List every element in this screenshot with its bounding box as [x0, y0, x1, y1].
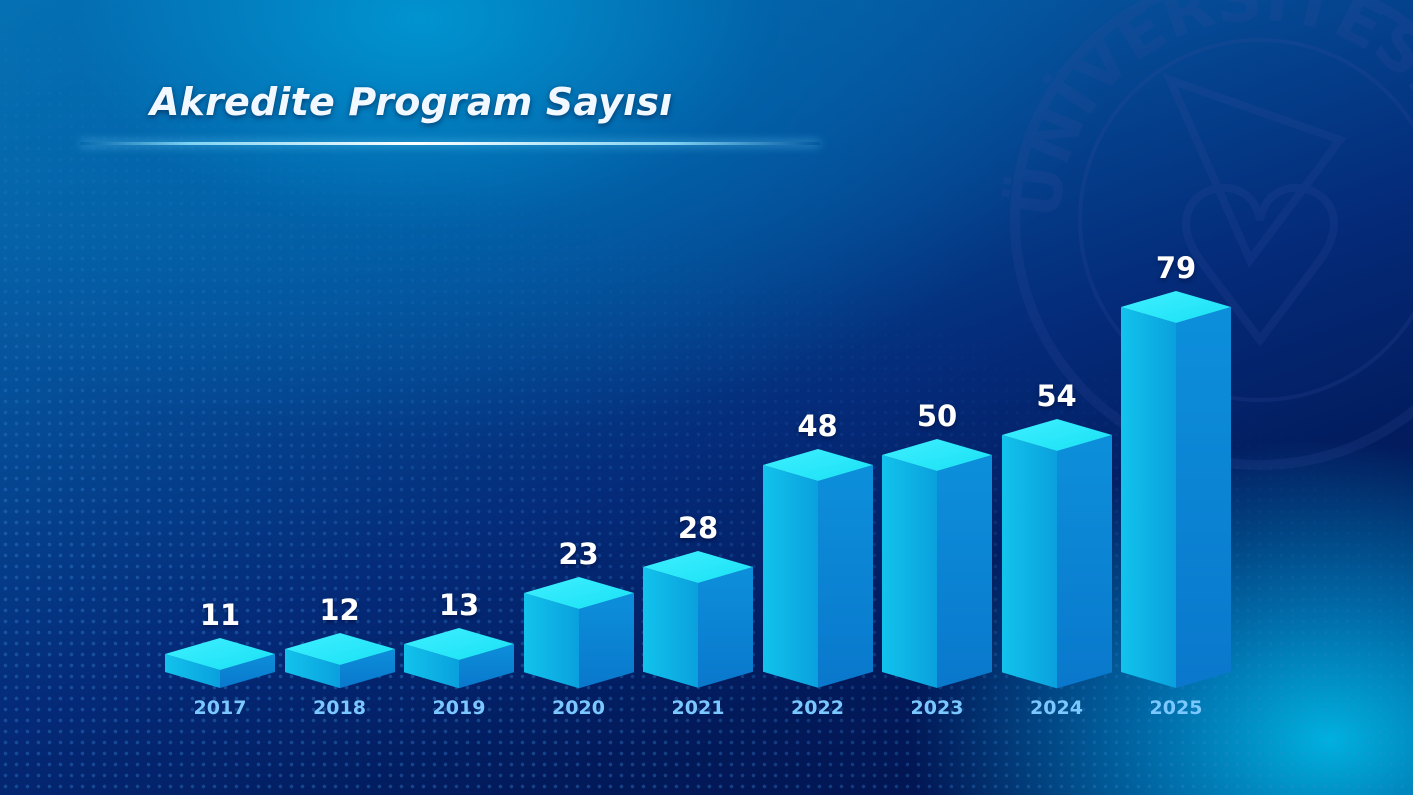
value-label-2024: 54 [1036, 378, 1077, 413]
value-label-2025: 79 [1155, 251, 1197, 285]
year-label-2020: 2020 [552, 697, 605, 719]
bar-2024 [1001, 418, 1112, 688]
year-label-2024: 2024 [1030, 697, 1083, 719]
value-label-2020: 23 [558, 536, 599, 571]
bar-2018 [284, 632, 395, 688]
bar-2022 [762, 449, 873, 688]
year-label-2019: 2019 [432, 697, 486, 719]
bar-2023 [882, 438, 992, 688]
bar-2019 [404, 627, 514, 688]
slide-title: Akredite Program Sayısı [150, 80, 673, 124]
year-label-2022: 2022 [791, 697, 844, 719]
title-underline-glow [80, 142, 820, 145]
year-label-2021: 2021 [671, 697, 725, 719]
value-label-2021: 28 [677, 511, 719, 546]
year-label-2017: 2017 [193, 697, 247, 719]
bar-2025 [1121, 291, 1231, 688]
bar-2017 [165, 638, 275, 688]
value-label-2023: 50 [916, 398, 958, 433]
university-seal-watermark-icon: ÜNİVERSİTESİ [1000, 0, 1413, 470]
year-label-2025: 2025 [1149, 697, 1203, 719]
bar-2021 [643, 551, 753, 688]
value-label-2019: 13 [438, 587, 480, 622]
year-label-2023: 2023 [910, 697, 964, 719]
value-label-2022: 48 [797, 409, 838, 444]
bar-2020 [523, 576, 634, 688]
year-label-2018: 2018 [313, 697, 366, 719]
value-label-2017: 11 [199, 598, 241, 632]
value-label-2018: 12 [319, 592, 360, 627]
